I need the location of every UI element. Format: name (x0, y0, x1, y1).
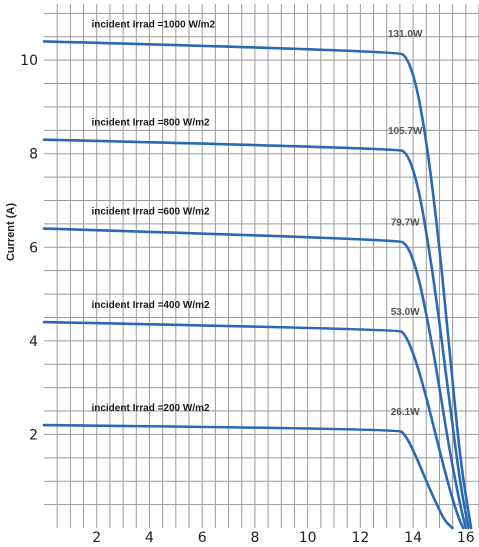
x-tick-label: 2 (92, 530, 101, 546)
x-tick-label: 12 (351, 530, 369, 546)
series-line (42, 138, 470, 530)
series-labels: incident Irrad =1000 W/m2 131.0W incident … (91, 19, 423, 417)
max-power-label: 131.0W (388, 29, 423, 40)
y-tick-label: 6 (29, 240, 38, 256)
x-tick-label: 4 (145, 530, 154, 546)
series-name-label: incident Irrad =800 W/m2 (91, 118, 210, 129)
series-line (42, 423, 454, 530)
max-power-label: 53.0W (391, 307, 420, 318)
x-tick-label: 14 (404, 530, 422, 546)
y-tick-label: 8 (29, 147, 38, 163)
max-power-label: 26.1W (391, 407, 420, 418)
x-tick-label: 8 (250, 530, 259, 546)
tick-labels: 2 4 6 8 10 12 14 16 2 4 6 8 10 (20, 53, 475, 546)
grid (44, 4, 479, 528)
y-tick-label: 10 (20, 53, 38, 69)
max-power-label: 79.7W (391, 217, 420, 228)
series-line (42, 40, 473, 530)
y-tick-label: 2 (29, 427, 38, 443)
series-name-label: incident Irrad =200 W/m2 (91, 403, 210, 414)
series-name-label: incident Irrad =600 W/m2 (91, 207, 210, 218)
x-tick-label: 6 (198, 530, 207, 546)
series-line (42, 227, 468, 530)
max-power-label: 105.7W (388, 126, 423, 137)
series-name-label: incident Irrad =400 W/m2 (91, 300, 210, 311)
series-name-label: incident Irrad =1000 W/m2 (91, 19, 215, 30)
y-tick-label: 4 (29, 334, 38, 350)
x-tick-label: 10 (299, 530, 317, 546)
series-lines (42, 40, 473, 530)
x-tick-label: 16 (457, 530, 475, 546)
y-axis-label: Current (A) (5, 203, 17, 261)
series-line (42, 320, 465, 530)
